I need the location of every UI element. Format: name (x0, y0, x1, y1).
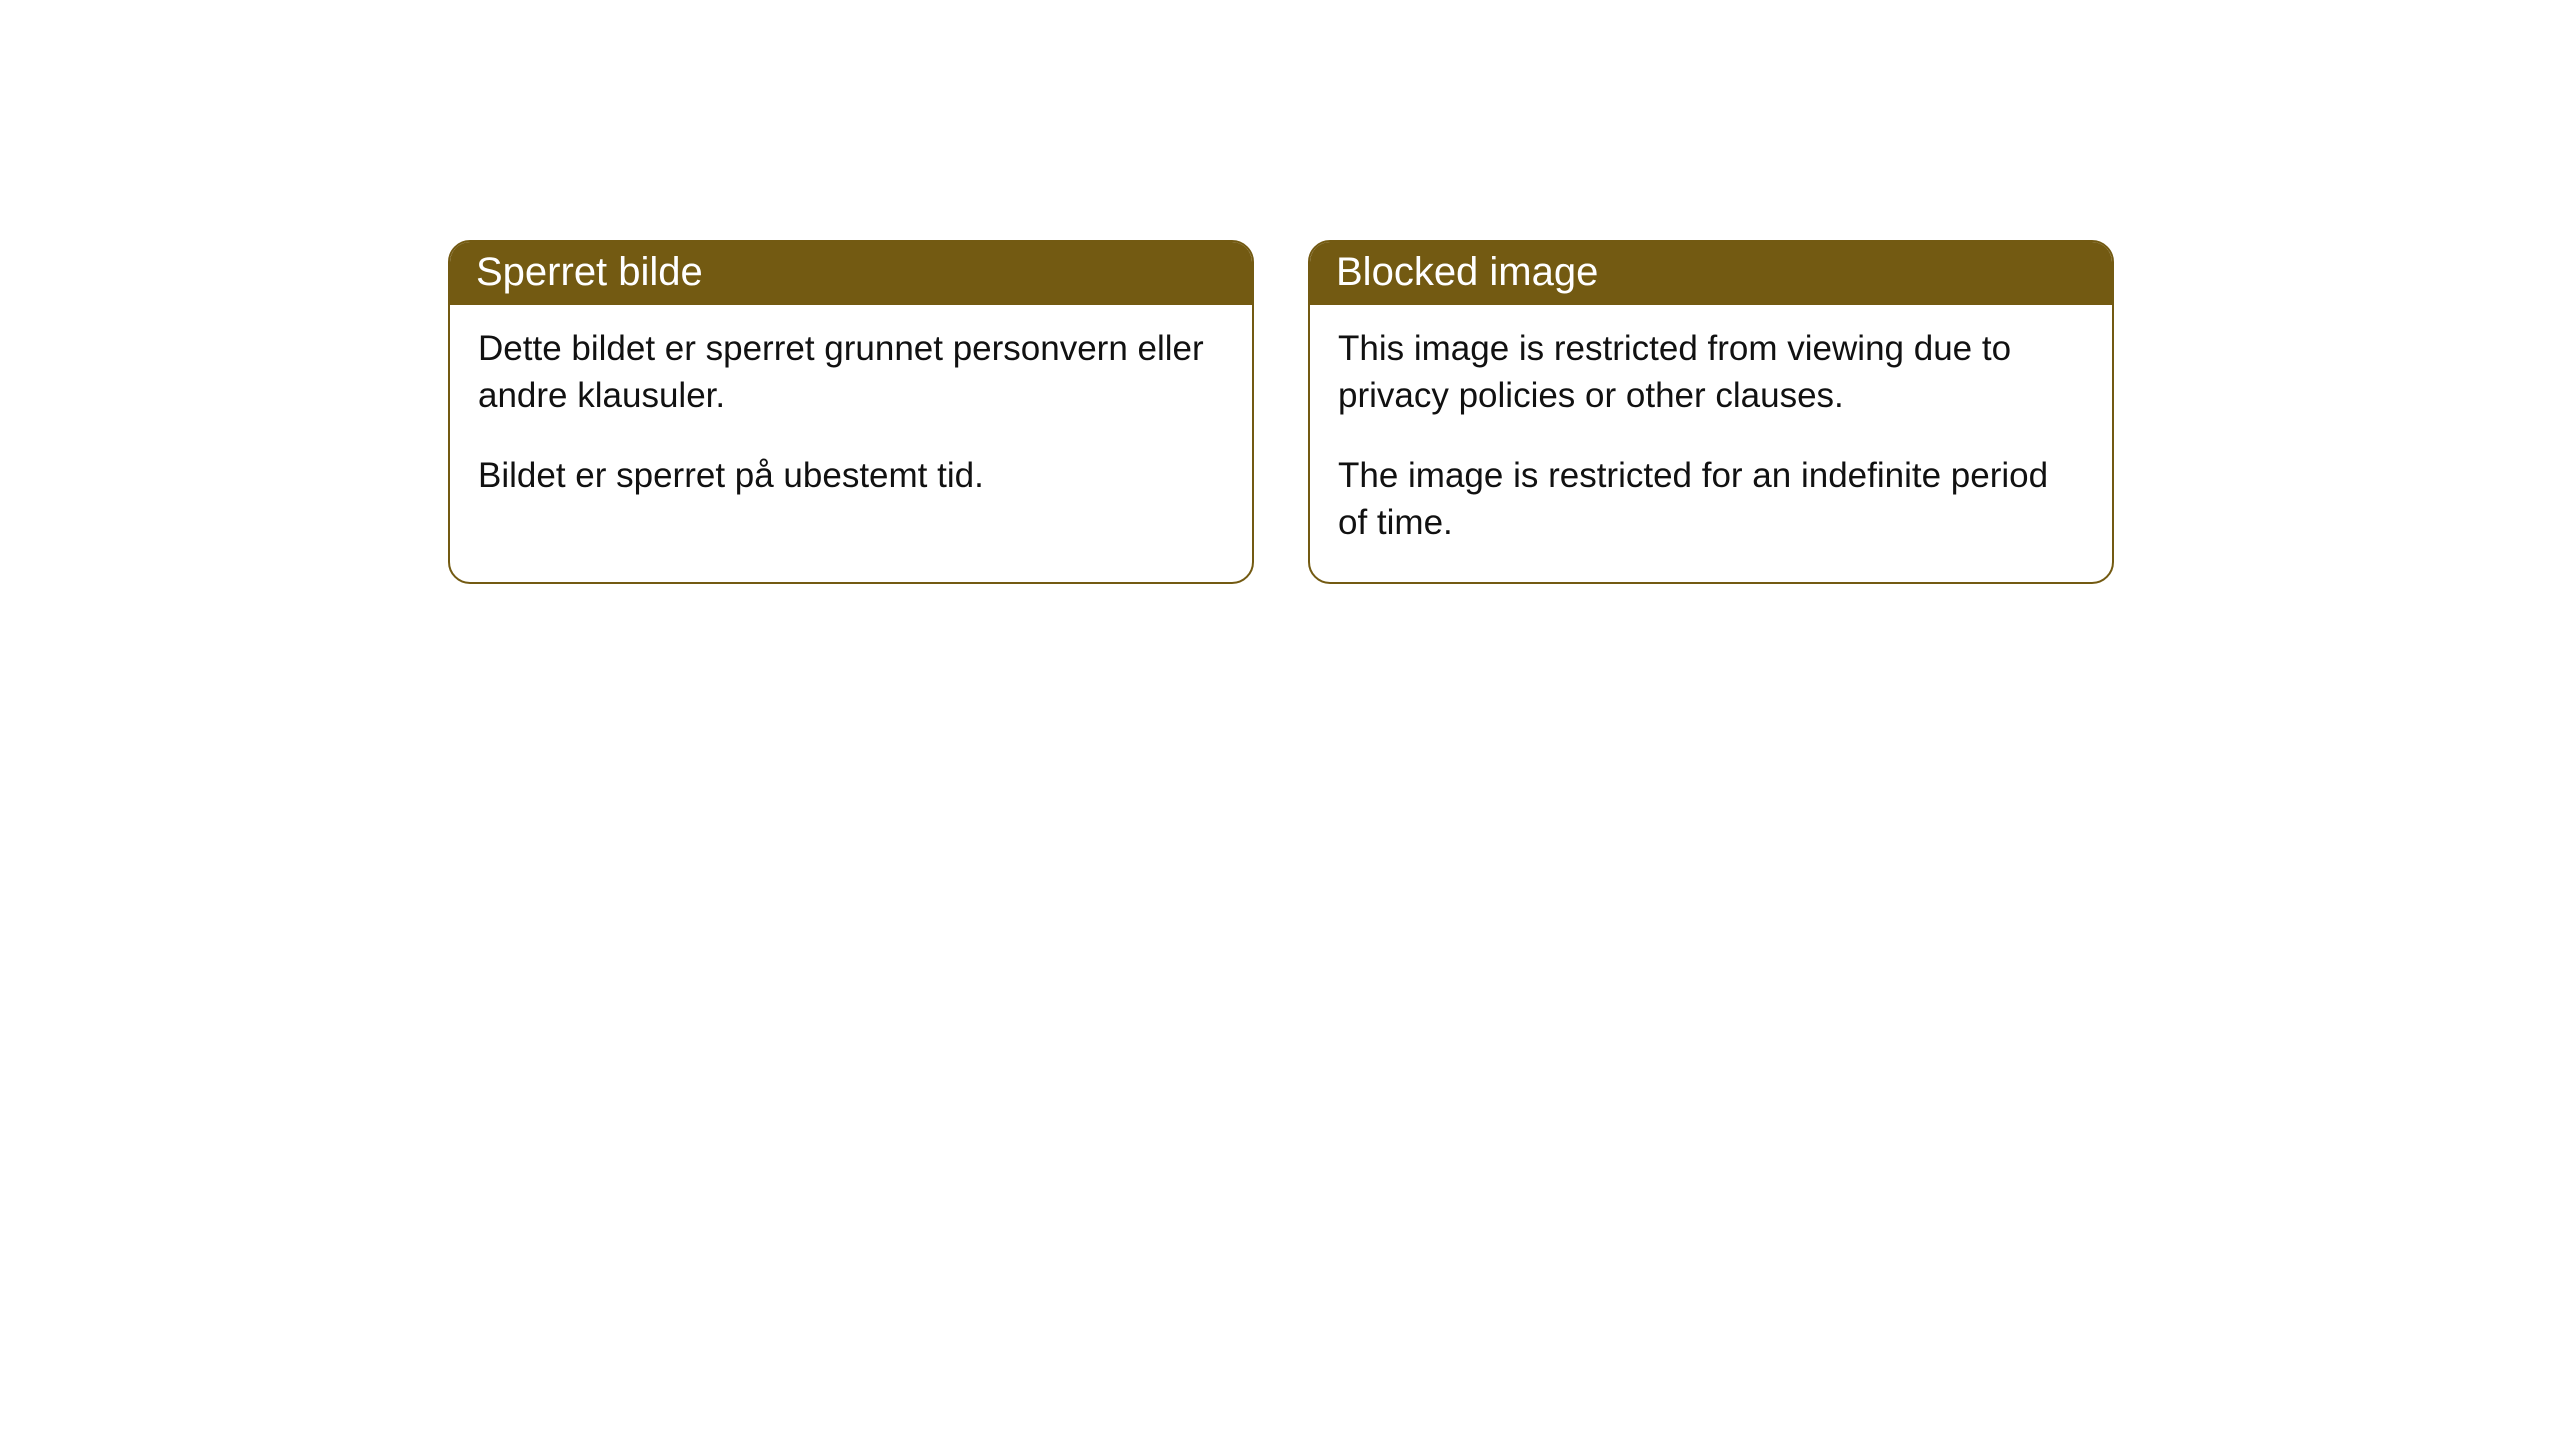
card-body: Dette bildet er sperret grunnet personve… (450, 305, 1252, 535)
blocked-image-card-no: Sperret bilde Dette bildet er sperret gr… (448, 240, 1254, 584)
card-header: Sperret bilde (450, 242, 1252, 305)
card-header: Blocked image (1310, 242, 2112, 305)
blocked-image-card-en: Blocked image This image is restricted f… (1308, 240, 2114, 584)
card-paragraph: Bildet er sperret på ubestemt tid. (478, 452, 1224, 499)
card-title: Sperret bilde (476, 250, 703, 294)
notice-cards-container: Sperret bilde Dette bildet er sperret gr… (0, 0, 2560, 584)
card-paragraph: This image is restricted from viewing du… (1338, 325, 2084, 420)
card-paragraph: Dette bildet er sperret grunnet personve… (478, 325, 1224, 420)
card-title: Blocked image (1336, 250, 1598, 294)
card-body: This image is restricted from viewing du… (1310, 305, 2112, 582)
card-paragraph: The image is restricted for an indefinit… (1338, 452, 2084, 547)
